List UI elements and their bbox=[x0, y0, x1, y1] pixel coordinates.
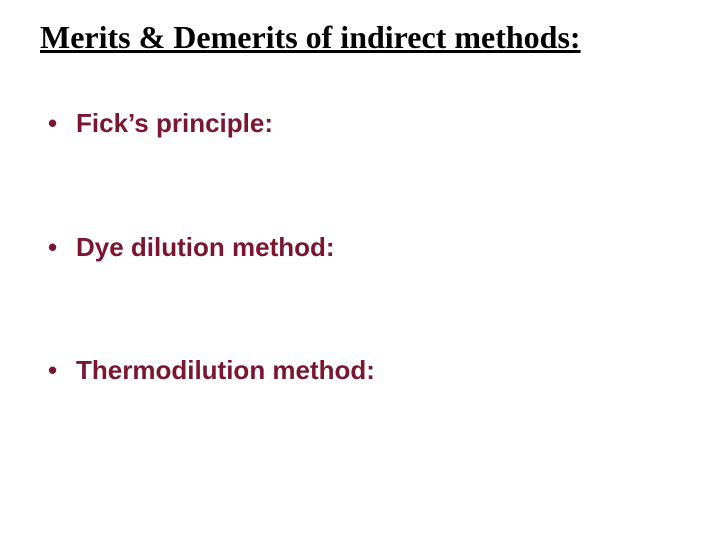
slide: Merits & Demerits of indirect methods: F… bbox=[0, 0, 720, 540]
slide-title: Merits & Demerits of indirect methods: bbox=[40, 18, 680, 56]
bullet-item: Thermodilution method: bbox=[48, 355, 680, 386]
bullet-item: Fick’s principle: bbox=[48, 108, 680, 139]
bullet-item: Dye dilution method: bbox=[48, 232, 680, 263]
bullet-list: Fick’s principle: Dye dilution method: T… bbox=[48, 108, 680, 386]
